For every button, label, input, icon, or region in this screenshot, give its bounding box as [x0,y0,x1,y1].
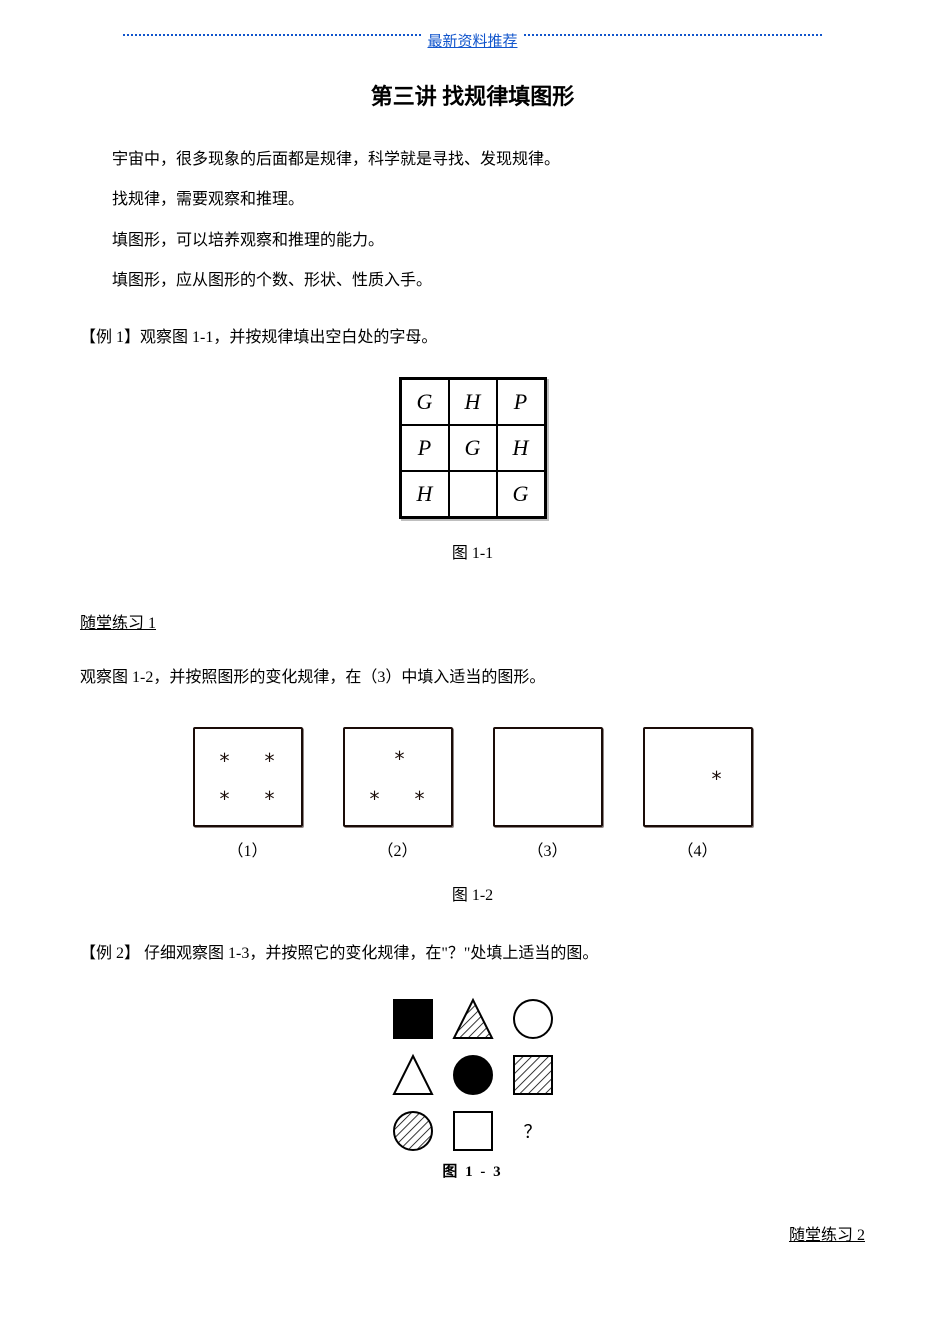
square-outline-icon [450,1108,496,1154]
box-label: （1） [227,837,267,861]
page-title: 第三讲 找规律填图形 [80,79,865,111]
circle-hatched-icon [390,1108,436,1154]
letter-grid: G H P P G H H G [399,377,547,519]
shape-cell [508,1050,558,1100]
question-mark: ？ [524,1118,542,1144]
shape-cell [448,1106,498,1156]
shapes-grid: ？ [388,994,558,1156]
header-link[interactable]: 最新资料推荐 [425,30,519,51]
dotted-right [524,34,822,36]
paragraph: 找规律，需要观察和推理。 [80,181,865,219]
star-box: * * * * [193,727,303,827]
paragraph: 填图形，应从图形的个数、形状、性质入手。 [80,262,865,300]
shape-cell [448,1050,498,1100]
star-icon: * [413,787,425,811]
square-filled-icon [390,996,436,1042]
shape-cell [388,1050,438,1100]
dotted-left [123,34,421,36]
star-box: * [643,727,753,827]
star-icon: * [218,749,230,773]
box-column: * * * （2） [343,727,453,861]
triangle-hatched-icon [450,996,496,1042]
shapes-row: ？ [388,1106,558,1156]
shape-cell [448,994,498,1044]
square-hatched-icon [510,1052,556,1098]
shapes-row [388,994,558,1044]
grid-cell: G [449,425,497,471]
figure-label: 图 1 - 3 [442,1160,502,1181]
practice2-title: 随堂练习 2 [80,1221,865,1245]
figure-1-2: * * * * （1） * * * （2） （3） * （4） 图 1-2 [80,727,865,913]
star-box: * * * [343,727,453,827]
star-icon: * [393,747,405,771]
paragraph: 宇宙中，很多现象的后面都是规律，科学就是寻找、发现规律。 [80,141,865,179]
shape-cell [388,994,438,1044]
circle-filled-icon [450,1052,496,1098]
box-label: （3） [527,837,567,861]
grid-cell: P [401,425,449,471]
box-column: * （4） [643,727,753,861]
star-icon: * [218,787,230,811]
shape-cell [508,994,558,1044]
star-box [493,727,603,827]
grid-cell: G [497,471,545,517]
header-banner: 最新资料推荐 [80,30,865,51]
practice1-instruction: 观察图 1-2，并按照图形的变化规律，在（3）中填入适当的图形。 [80,659,865,697]
figure-label: 图 1-1 [452,539,493,563]
shape-cell [388,1106,438,1156]
star-icon: * [263,749,275,773]
box-label: （4） [677,837,717,861]
box-label: （2） [377,837,417,861]
grid-cell: H [497,425,545,471]
figure-label: 图 1-2 [452,881,493,905]
paragraph: 填图形，可以培养观察和推理的能力。 [80,222,865,260]
grid-cell [449,471,497,517]
boxes-row: * * * * （1） * * * （2） （3） * （4） [193,727,753,861]
star-icon: * [710,767,722,791]
grid-cell: H [449,379,497,425]
example1-heading: 【例 1】观察图 1-1，并按规律填出空白处的字母。 [80,319,865,357]
star-icon: * [368,787,380,811]
practice1-title: 随堂练习 1 [80,609,865,633]
example2-heading: 【例 2】 仔细观察图 1-3，并按照它的变化规律，在"？"处填上适当的图。 [80,935,865,973]
grid-cell: G [401,379,449,425]
box-column: * * * * （1） [193,727,303,861]
grid-cell: H [401,471,449,517]
triangle-outline-icon [390,1052,436,1098]
star-icon: * [263,787,275,811]
shape-cell: ？ [508,1106,558,1156]
circle-outline-icon [510,996,556,1042]
grid-cell: P [497,379,545,425]
figure-1-1: G H P P G H H G 图 1-1 [80,377,865,571]
figure-1-3: ？ 图 1 - 3 [80,994,865,1181]
shapes-row [388,1050,558,1100]
box-column: （3） [493,727,603,861]
